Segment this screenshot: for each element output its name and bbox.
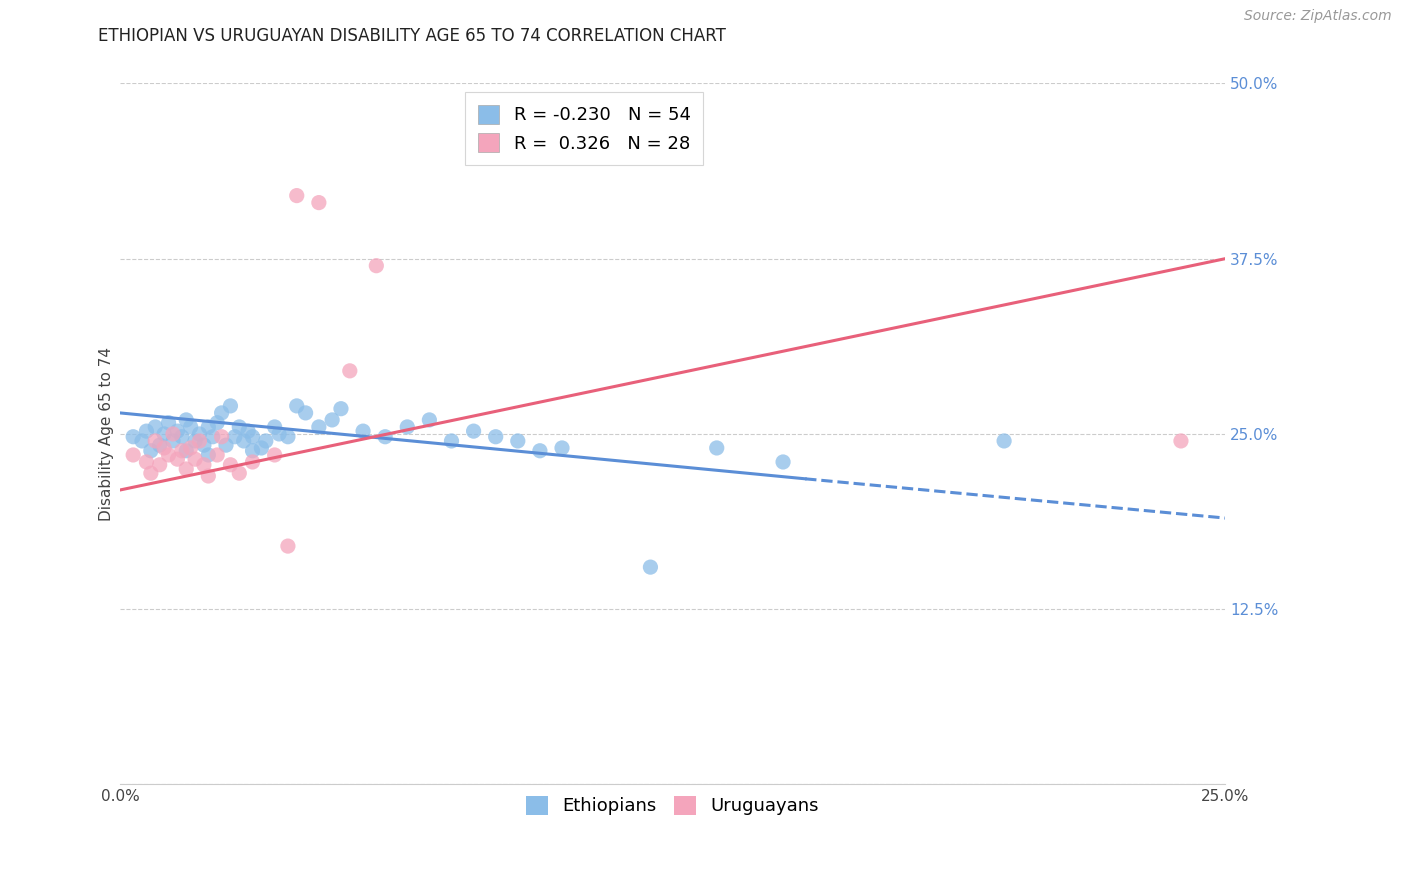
Point: [263, 420, 285, 434]
Point: [772, 455, 794, 469]
Point: [170, 430, 193, 444]
Point: [339, 364, 361, 378]
Point: [254, 434, 277, 448]
Point: [166, 424, 188, 438]
Point: [197, 448, 219, 462]
Point: [506, 434, 529, 448]
Point: [139, 443, 162, 458]
Point: [277, 539, 299, 553]
Point: [242, 430, 264, 444]
Point: [149, 438, 172, 452]
Point: [418, 413, 440, 427]
Point: [294, 406, 316, 420]
Point: [166, 452, 188, 467]
Point: [485, 430, 508, 444]
Point: [529, 443, 551, 458]
Legend: Ethiopians, Uruguayans: Ethiopians, Uruguayans: [517, 787, 828, 824]
Point: [228, 466, 250, 480]
Point: [440, 434, 463, 448]
Point: [153, 426, 176, 441]
Point: [188, 426, 211, 441]
Point: [122, 448, 145, 462]
Point: [197, 420, 219, 434]
Point: [224, 430, 246, 444]
Point: [277, 430, 299, 444]
Point: [197, 469, 219, 483]
Point: [139, 466, 162, 480]
Point: [242, 455, 264, 469]
Point: [1170, 434, 1192, 448]
Point: [211, 430, 233, 444]
Point: [122, 430, 145, 444]
Point: [308, 195, 330, 210]
Point: [232, 434, 254, 448]
Point: [184, 434, 207, 448]
Point: [188, 434, 211, 448]
Point: [285, 399, 308, 413]
Point: [250, 441, 273, 455]
Point: [374, 430, 396, 444]
Point: [180, 420, 202, 434]
Text: ETHIOPIAN VS URUGUAYAN DISABILITY AGE 65 TO 74 CORRELATION CHART: ETHIOPIAN VS URUGUAYAN DISABILITY AGE 65…: [98, 27, 727, 45]
Point: [174, 413, 197, 427]
Point: [228, 420, 250, 434]
Point: [640, 560, 662, 574]
Point: [135, 455, 157, 469]
Point: [219, 458, 242, 472]
Point: [219, 399, 242, 413]
Point: [193, 458, 215, 472]
Point: [330, 401, 353, 416]
Point: [162, 426, 184, 441]
Point: [149, 458, 172, 472]
Point: [242, 443, 264, 458]
Point: [193, 438, 215, 452]
Point: [285, 188, 308, 202]
Point: [157, 448, 180, 462]
Point: [131, 434, 153, 448]
Point: [174, 443, 197, 458]
Point: [143, 434, 166, 448]
Point: [205, 448, 228, 462]
Point: [352, 424, 374, 438]
Point: [184, 452, 207, 467]
Point: [993, 434, 1015, 448]
Point: [143, 420, 166, 434]
Point: [308, 420, 330, 434]
Point: [162, 434, 184, 448]
Point: [153, 441, 176, 455]
Point: [396, 420, 419, 434]
Point: [551, 441, 574, 455]
Point: [463, 424, 485, 438]
Point: [215, 438, 238, 452]
Point: [267, 426, 290, 441]
Point: [135, 424, 157, 438]
Point: [205, 416, 228, 430]
Point: [706, 441, 728, 455]
Point: [321, 413, 343, 427]
Point: [263, 448, 285, 462]
Point: [236, 424, 259, 438]
Y-axis label: Disability Age 65 to 74: Disability Age 65 to 74: [100, 347, 114, 521]
Text: Source: ZipAtlas.com: Source: ZipAtlas.com: [1244, 9, 1392, 23]
Point: [201, 430, 224, 444]
Point: [157, 416, 180, 430]
Point: [170, 443, 193, 458]
Point: [174, 462, 197, 476]
Point: [180, 441, 202, 455]
Point: [211, 406, 233, 420]
Point: [366, 259, 388, 273]
